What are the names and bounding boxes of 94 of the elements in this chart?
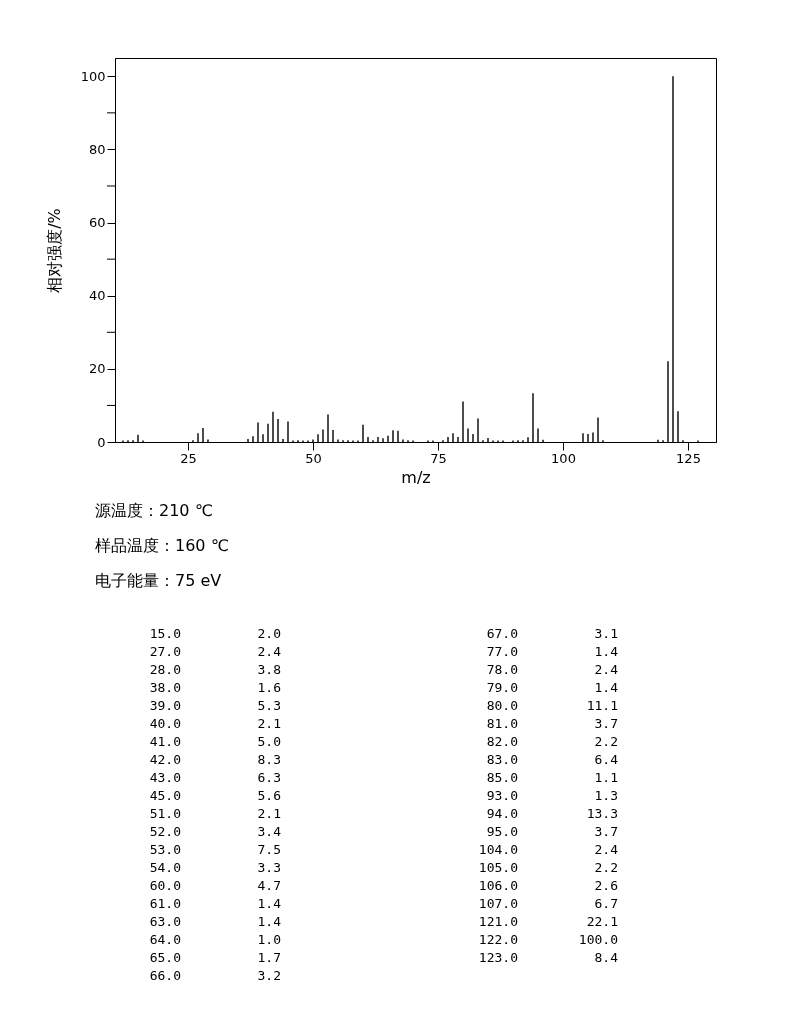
y-tick-label: 60 (88, 215, 106, 231)
text: 源温度：210 ℃ (95, 501, 213, 520)
x-tick-label: 100 (551, 450, 576, 466)
text: 83.0 (486, 752, 518, 767)
text: 1.4 (594, 644, 619, 659)
text: 1.0 (257, 932, 281, 947)
text: 3.8 (257, 662, 281, 677)
text: 1.6 (257, 680, 281, 695)
text: 15.0 (149, 626, 181, 641)
text: 27.0 (149, 644, 181, 659)
text: 2.1 (257, 806, 281, 821)
text: 104.0 (478, 842, 518, 857)
x-tick-label: 50 (305, 450, 322, 466)
text: 28.0 (149, 662, 181, 677)
text: 121.0 (478, 914, 518, 929)
text: 2.2 (594, 860, 618, 875)
text: 45.0 (149, 788, 181, 803)
text: 39.0 (149, 698, 181, 713)
y-tick-label: 100 (80, 68, 106, 84)
text: 94.0 (486, 806, 518, 821)
text: 11.1 (586, 698, 618, 713)
text: 6.4 (594, 752, 619, 767)
text: 60.0 (149, 878, 181, 893)
text: 51.0 (149, 806, 181, 821)
text: 53.0 (149, 842, 181, 857)
text: 107.0 (478, 896, 518, 911)
text: 3.2 (257, 968, 281, 983)
y-tick-label: 0 (97, 434, 106, 450)
text: 61.0 (149, 896, 181, 911)
text: 67.0 (486, 626, 518, 641)
text: 93.0 (486, 788, 518, 803)
text: 1.7 (257, 950, 281, 965)
text: 6.7 (594, 896, 618, 911)
text: 13.3 (586, 806, 618, 821)
text: 4.7 (257, 878, 281, 893)
text: 2.1 (257, 716, 281, 731)
text: 2.4 (594, 662, 619, 677)
x-axis-title: m/z (401, 467, 431, 487)
text: 85.0 (486, 770, 518, 785)
text: 95.0 (486, 824, 518, 839)
text: 电子能量：75 eV (95, 571, 222, 590)
y-axis-title: 相对强度/% (44, 208, 64, 293)
text: 106.0 (478, 878, 518, 893)
text: 63.0 (149, 914, 181, 929)
text: 1.4 (594, 680, 619, 695)
text: 7.5 (257, 842, 281, 857)
text: 3.4 (257, 824, 282, 839)
text: 2.6 (594, 878, 618, 893)
text: 64.0 (149, 932, 181, 947)
text: 3.1 (594, 626, 618, 641)
x-tick-label: 75 (430, 450, 447, 466)
y-tick-label: 20 (88, 361, 106, 377)
text: 2.0 (257, 626, 281, 641)
text: 2.4 (257, 644, 282, 659)
text: 3.7 (594, 716, 618, 731)
text: 2.4 (594, 842, 619, 857)
text: 1.4 (257, 914, 282, 929)
text: 1.3 (594, 788, 618, 803)
text: 样品温度：160 ℃ (95, 536, 229, 555)
y-tick-label: 80 (88, 141, 106, 157)
text: 105.0 (478, 860, 518, 875)
text: 65.0 (149, 950, 181, 965)
text: 1.1 (594, 770, 618, 785)
text: 2.2 (594, 734, 618, 749)
text: 81.0 (486, 716, 518, 731)
text: 122.0 (478, 932, 518, 947)
text: 123.0 (478, 950, 518, 965)
text: 42.0 (149, 752, 181, 767)
text: 22.1 (586, 914, 618, 929)
text: 5.6 (257, 788, 281, 803)
text: 1.4 (257, 896, 282, 911)
x-tick-label: 125 (676, 450, 701, 466)
text: 5.0 (257, 734, 281, 749)
text: 52.0 (149, 824, 181, 839)
text: 40.0 (149, 716, 181, 731)
text: 41.0 (149, 734, 181, 749)
text: 54.0 (149, 860, 181, 875)
y-tick-label: 40 (88, 288, 106, 304)
text: 3.3 (257, 860, 281, 875)
text: 8.4 (594, 950, 619, 965)
text: 5.3 (257, 698, 281, 713)
text: 66.0 (149, 968, 181, 983)
text: 79.0 (486, 680, 518, 695)
text: 38.0 (149, 680, 181, 695)
text: 100.0 (578, 932, 618, 947)
text: 78.0 (486, 662, 518, 677)
x-tick-label: 25 (180, 450, 197, 466)
text: 80.0 (486, 698, 518, 713)
text: 6.3 (257, 770, 281, 785)
text: 43.0 (149, 770, 181, 785)
text: 77.0 (486, 644, 518, 659)
text: 8.3 (257, 752, 281, 767)
text: 3.7 (594, 824, 618, 839)
text: 82.0 (486, 734, 518, 749)
